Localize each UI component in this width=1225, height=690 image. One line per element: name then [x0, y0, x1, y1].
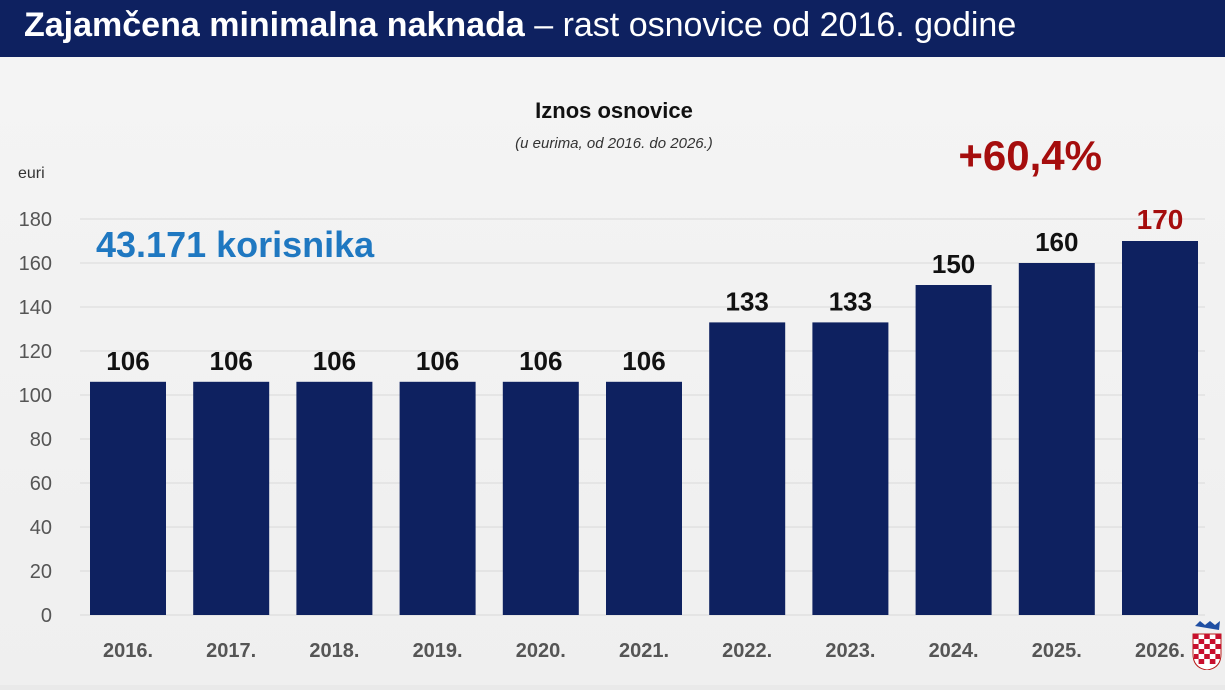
header-bar: Zajamčena minimalna naknada – rast osnov…	[0, 0, 1225, 57]
bar-2016	[90, 381, 166, 615]
growth-annotation: +60,4%	[958, 132, 1102, 179]
y-tick-label: 80	[30, 429, 52, 451]
y-axis-ticks: 0 20 40 60 80 100 120 140 160 180	[19, 209, 52, 627]
bar-2026	[1122, 241, 1198, 615]
chart-subtitle: (u eurima, od 2016. do 2026.)	[515, 135, 713, 152]
bars	[90, 241, 1198, 615]
chart-title: Iznos osnovice	[535, 98, 693, 123]
x-axis-labels: 2016. 2017. 2018. 2019. 2020. 2021. 2022. 2023.…	[103, 640, 1185, 662]
x-tick-label: 2017.	[206, 640, 256, 662]
x-tick-label: 2019.	[413, 640, 463, 662]
y-tick-label: 160	[19, 253, 52, 275]
y-axis-unit-label: euri	[18, 165, 45, 182]
y-tick-label: 180	[19, 209, 52, 231]
bar-2021	[606, 381, 682, 615]
y-tick-label: 0	[41, 605, 52, 627]
y-tick-label: 60	[30, 473, 52, 495]
bar-2017	[193, 381, 270, 615]
x-tick-label: 2024.	[929, 640, 979, 662]
bar-2024	[915, 285, 992, 615]
users-annotation: 43.171 korisnika	[96, 224, 375, 265]
y-tick-label: 20	[30, 561, 52, 583]
bar-value-label: 106	[106, 346, 149, 376]
croatian-coat-of-arms-icon	[1192, 621, 1222, 670]
bar-2020	[502, 381, 579, 615]
bar-value-label: 133	[829, 286, 872, 316]
x-tick-label: 2022.	[722, 640, 772, 662]
x-tick-label: 2016.	[103, 640, 153, 662]
bar-value-label: 106	[622, 346, 665, 376]
y-tick-label: 140	[19, 297, 52, 319]
bar-2018	[296, 381, 373, 615]
data-labels: 106 106 106 106 106 106 133 133 150 160 170	[106, 204, 1183, 376]
x-tick-label: 2023.	[825, 640, 875, 662]
x-tick-label: 2021.	[619, 640, 669, 662]
bar-2023	[812, 322, 889, 615]
bar-2019	[399, 381, 476, 615]
x-tick-label: 2020.	[516, 640, 566, 662]
bar-value-label: 106	[210, 346, 253, 376]
x-tick-label: 2026.	[1135, 640, 1185, 662]
bar-value-label: 106	[416, 346, 459, 376]
bar-value-label: 160	[1035, 227, 1078, 257]
page-title: Zajamčena minimalna naknada – rast osnov…	[24, 4, 1016, 46]
page-title-bold: Zajamčena minimalna naknada	[24, 6, 525, 44]
bar-value-label: 106	[313, 346, 356, 376]
bar-2025	[1018, 263, 1095, 615]
bar-value-label: 106	[519, 346, 562, 376]
x-tick-label: 2025.	[1032, 640, 1082, 662]
bar-value-label: 150	[932, 249, 975, 279]
bar-value-label: 133	[726, 286, 769, 316]
page-title-rest: – rast osnovice od 2016. godine	[534, 6, 1017, 44]
chart-panel: 0 20 40 60 80 100 120 140 160 180 106 106 106 106 106…	[0, 57, 1225, 685]
y-tick-label: 120	[19, 341, 52, 363]
bar-value-label: 170	[1137, 204, 1184, 235]
y-tick-label: 100	[19, 385, 52, 407]
y-tick-label: 40	[30, 517, 52, 539]
x-tick-label: 2018.	[309, 640, 359, 662]
bar-2022	[709, 322, 786, 615]
